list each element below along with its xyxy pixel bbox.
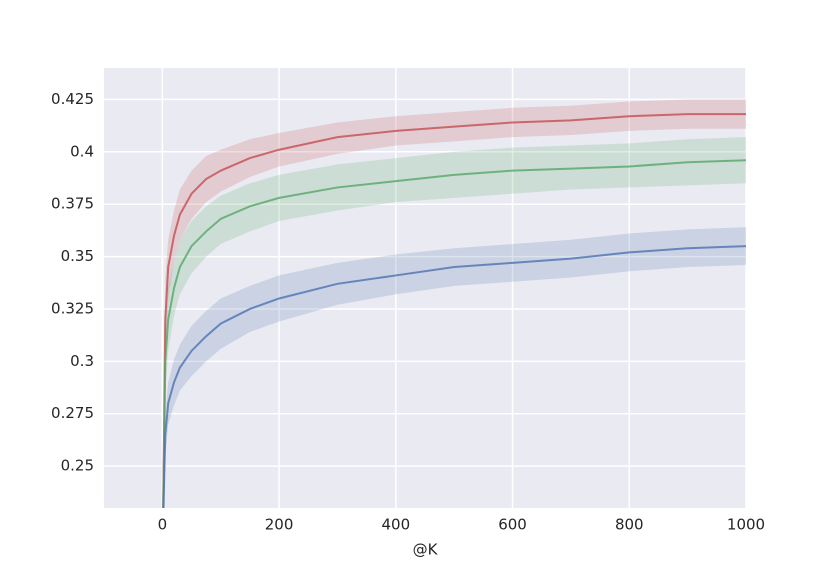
confidence-band xyxy=(162,137,746,508)
y-tick-label: 0.4 xyxy=(70,142,94,160)
line xyxy=(162,245,746,508)
y-tick-label: 0.425 xyxy=(51,90,94,108)
x-tick-label: 1000 xyxy=(727,516,765,534)
x-tick-label: 200 xyxy=(265,516,294,534)
y-tick-label: 0.35 xyxy=(61,247,94,265)
confidence-band xyxy=(162,227,746,508)
marks xyxy=(162,99,746,508)
y-tick-label: 0.25 xyxy=(61,457,94,475)
grid xyxy=(104,68,747,508)
y-tick-label: 0.375 xyxy=(51,195,94,213)
y-tick-label: 0.325 xyxy=(51,299,94,317)
y-tick-label: 0.275 xyxy=(51,404,94,422)
line xyxy=(162,159,746,508)
labels: 0.25 0.275 0.3 0.325 0.35 0.375 0.4 0.425 0 200 40… xyxy=(51,90,765,534)
x-tick-label: 400 xyxy=(381,516,410,534)
x-tick-label: 600 xyxy=(498,516,527,534)
x-tick-label: 800 xyxy=(615,516,644,534)
x-tick-label: 0 xyxy=(158,516,168,534)
y-tick-label: 0.3 xyxy=(70,352,94,370)
x-axis-label: @K xyxy=(413,541,439,559)
line xyxy=(162,113,746,508)
plot-area xyxy=(104,68,746,508)
